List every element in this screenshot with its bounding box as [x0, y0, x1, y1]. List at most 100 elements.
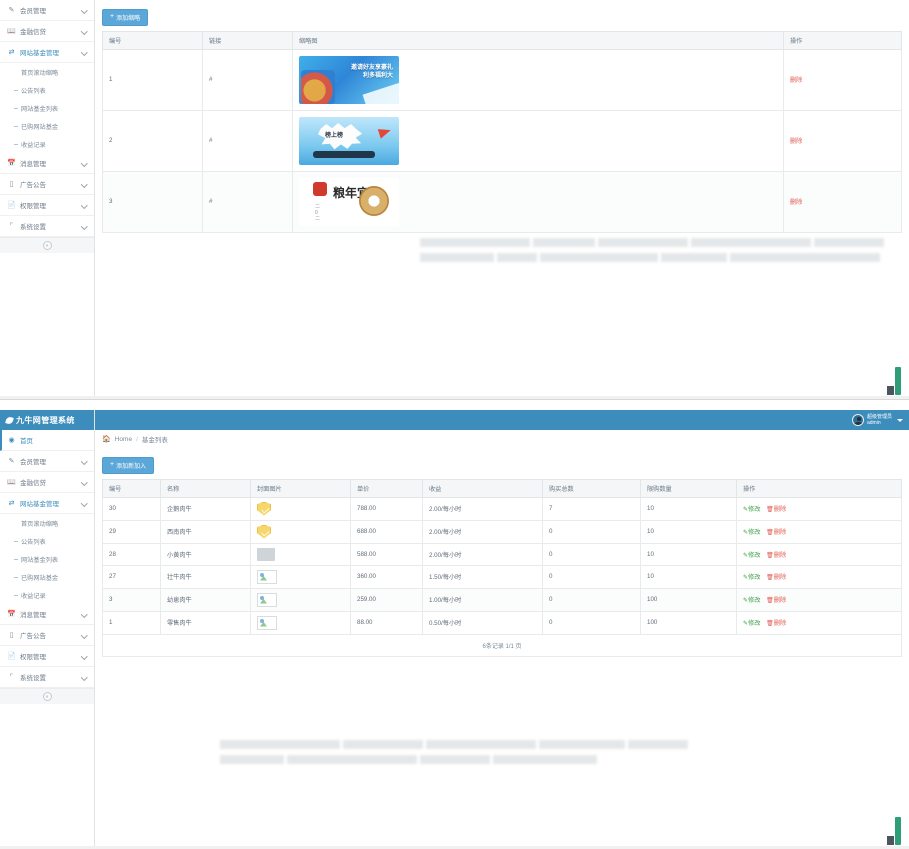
sidebar-item-permission-management[interactable]: 📄 权限管理	[0, 646, 94, 667]
user-text: 超级管理员 admin	[867, 414, 892, 426]
sidebar-subitem-income-records[interactable]: 收益记录	[0, 135, 94, 153]
chevron-down-icon	[82, 458, 88, 464]
sidebar-subitem-label: 已购网站基金	[21, 574, 59, 582]
sidebar-item-label: 首页	[20, 438, 33, 445]
floating-green-widget-bottom[interactable]	[885, 815, 903, 845]
delete-link[interactable]: 🗑删除	[766, 552, 786, 559]
sidebar-subitem-notice-list[interactable]: 公告列表	[0, 81, 94, 99]
cell-total-purchased: 0	[542, 519, 641, 544]
sidebar-item-label: 系统设置	[20, 224, 46, 231]
shuffle-icon: ⇄	[8, 500, 15, 507]
sidebar-subitem-label: 收益记录	[21, 141, 46, 149]
wrench-icon: ⌜	[9, 674, 14, 681]
sidebar-collapse-row-bottom[interactable]: «	[0, 688, 94, 704]
cell-link[interactable]: #	[202, 48, 293, 111]
pencil-icon: ✎	[743, 507, 749, 513]
delete-link[interactable]: 🗑删除	[766, 529, 786, 536]
widget-bar-tall	[895, 367, 901, 395]
sidebar-item-finance-credit[interactable]: 📖 金融信贷	[0, 21, 94, 42]
sidebar-subitem-income-records[interactable]: 收益记录	[0, 586, 94, 604]
sidebar-subitem-purchased-funds[interactable]: 已购网站基金	[0, 568, 94, 586]
add-thumbnail-button[interactable]: + 添加缩略	[102, 8, 149, 26]
edit-link[interactable]: ✎修改	[743, 552, 760, 559]
edit-link[interactable]: ✎修改	[743, 574, 760, 581]
cover-thumbnail-shield-icon[interactable]	[257, 524, 271, 539]
collapse-sidebar-button[interactable]: «	[42, 692, 52, 701]
table-row: 30 企鹅肉牛 788.00 2.00/每小时 7 10 ✎修改 🗑删除	[102, 496, 902, 521]
delete-link[interactable]: 删除	[790, 199, 803, 206]
cell-action: 删除	[783, 170, 902, 233]
cover-thumbnail-placeholder-icon[interactable]	[257, 547, 275, 561]
sidebar-item-home[interactable]: ◉ 首页	[0, 430, 94, 451]
cover-thumbnail-broken-image-icon[interactable]	[257, 615, 277, 630]
chevron-down-icon	[82, 674, 88, 680]
delete-link[interactable]: 删除	[790, 138, 803, 145]
cover-thumbnail-broken-image-icon[interactable]	[257, 569, 277, 584]
user-menu[interactable]: 超级管理员 admin	[851, 414, 903, 426]
sidebar-item-ads-notice[interactable]: ▯ 广告公告	[0, 625, 94, 646]
cell-price: 259.00	[350, 587, 423, 612]
top-browser-screenshot: ✎ 会员管理 📖 金融信贷 ⇄ 网站基金管理 首页滚动缩略 公告	[0, 0, 909, 400]
cell-purchase-limit: 10	[640, 564, 737, 589]
cell-link[interactable]: #	[202, 170, 293, 233]
sidebar-item-label: 消息管理	[20, 612, 46, 619]
pencil-icon: ✎	[743, 575, 749, 581]
sidebar-item-system-settings[interactable]: ⌜ 系统设置	[0, 667, 94, 688]
sidebar-subitem-fund-list[interactable]: 网站基金列表	[0, 550, 94, 568]
cell-action: ✎修改 🗑删除	[736, 610, 902, 635]
sidebar-subitem-label: 首页滚动缩略	[21, 69, 59, 77]
sidebar-subitem-purchased-funds[interactable]: 已购网站基金	[0, 117, 94, 135]
cell-action: ✎修改 🗑删除	[736, 587, 902, 612]
dash-icon	[14, 143, 18, 145]
cover-thumbnail-broken-image-icon[interactable]	[257, 592, 277, 607]
delete-link[interactable]: 删除	[790, 77, 803, 84]
cell-name: 企鹅肉牛	[160, 496, 251, 521]
breadcrumb-home[interactable]: Home	[114, 435, 133, 443]
sidebar-subitem-label: 首页滚动缩略	[21, 520, 59, 528]
cell-link[interactable]: #	[202, 109, 293, 172]
sidebar-item-ads-notice[interactable]: ▯ 广告公告	[0, 174, 94, 195]
sidebar-subitem-home-scroll-thumb[interactable]: 首页滚动缩略	[0, 514, 94, 532]
redacted-text-block-top	[420, 238, 900, 247]
collapse-sidebar-button[interactable]: «	[42, 241, 52, 250]
column-header-id: 编号	[102, 30, 203, 50]
delete-link[interactable]: 🗑删除	[766, 597, 786, 604]
floating-green-widget-top[interactable]	[885, 365, 903, 395]
edit-link[interactable]: ✎修改	[743, 529, 760, 536]
cell-name: 小黄肉牛	[160, 542, 251, 566]
add-new-record-button[interactable]: + 添加新加入	[102, 456, 155, 474]
cover-thumbnail-shield-icon[interactable]	[257, 501, 271, 516]
sidebar-subitem-home-scroll-thumb[interactable]: 首页滚动缩略	[0, 63, 94, 81]
sidebar-item-system-settings[interactable]: ⌜ 系统设置	[0, 216, 94, 237]
sidebar-item-fund-management[interactable]: ⇄ 网站基金管理	[0, 42, 94, 63]
cell-thumbnail: 榜上榜	[292, 109, 784, 172]
pencil-icon: ✎	[743, 598, 749, 604]
trash-icon: 🗑	[766, 621, 774, 627]
sidebar-subitem-fund-list[interactable]: 网站基金列表	[0, 99, 94, 117]
delete-link[interactable]: 🗑删除	[766, 506, 786, 513]
delete-link[interactable]: 🗑删除	[766, 574, 786, 581]
sidebar-item-finance-credit[interactable]: 📖 金融信贷	[0, 472, 94, 493]
sidebar-item-label: 会员管理	[20, 8, 46, 15]
app-brand-label: 九牛网管理系统	[16, 415, 75, 425]
delete-link[interactable]: 🗑删除	[766, 620, 786, 627]
edit-link[interactable]: ✎修改	[743, 620, 760, 627]
sidebar-item-message-management[interactable]: 📅 消息管理	[0, 604, 94, 625]
edit-link[interactable]: ✎修改	[743, 597, 760, 604]
sidebar-item-message-management[interactable]: 📅 消息管理	[0, 153, 94, 174]
sidebar-item-fund-management[interactable]: ⇄ 网站基金管理	[0, 493, 94, 514]
cell-price: 88.00	[350, 610, 423, 635]
sidebar-subitem-notice-list[interactable]: 公告列表	[0, 532, 94, 550]
sidebar-item-label: 金融信贷	[20, 29, 46, 36]
sidebar-collapse-row-top[interactable]: «	[0, 237, 94, 253]
cell-price: 688.00	[350, 519, 423, 544]
delete-label: 删除	[773, 506, 787, 513]
sidebar-item-member-management[interactable]: ✎ 会员管理	[0, 451, 94, 472]
cell-purchase-limit: 100	[640, 587, 737, 612]
fund-table-head: 编号 名称 封面图片 单价 收益 购买总数 限购数量 操作	[102, 478, 902, 498]
banner-image-2: 榜上榜	[299, 116, 399, 165]
sidebar-item-permission-management[interactable]: 📄 权限管理	[0, 195, 94, 216]
sidebar-item-member-management[interactable]: ✎ 会员管理	[0, 0, 94, 21]
edit-link[interactable]: ✎修改	[743, 506, 760, 513]
dash-icon	[14, 125, 18, 127]
